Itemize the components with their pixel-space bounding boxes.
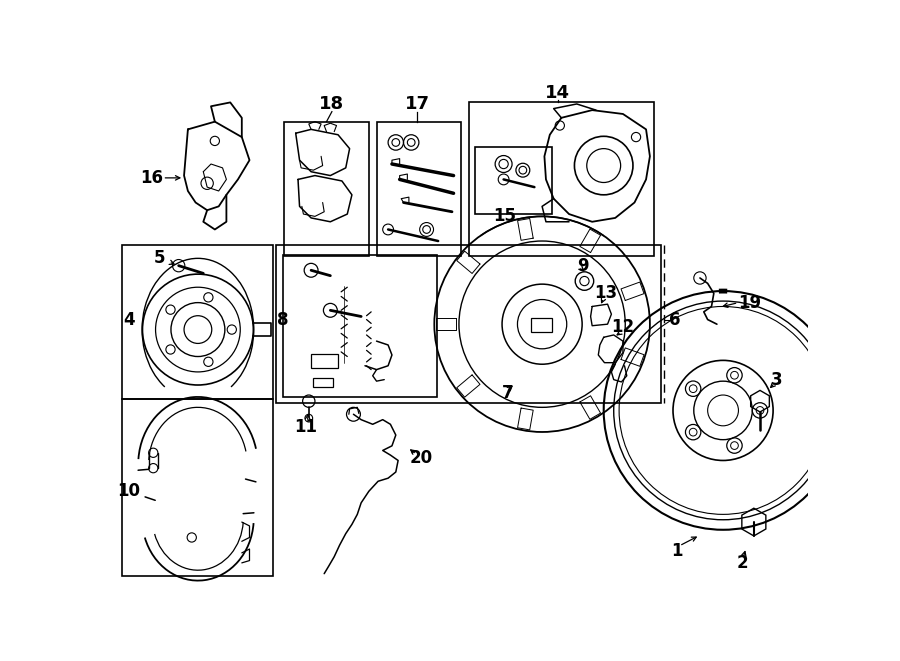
Bar: [530, 318, 552, 332]
Bar: [284, 122, 369, 256]
Text: 7: 7: [501, 385, 513, 403]
Text: 12: 12: [611, 318, 634, 336]
Text: 15: 15: [493, 208, 517, 225]
Text: 13: 13: [594, 284, 617, 302]
Text: 6: 6: [669, 311, 680, 329]
Text: 4: 4: [122, 311, 134, 329]
Bar: [283, 255, 436, 397]
Text: 5: 5: [154, 249, 166, 267]
Text: 19: 19: [738, 293, 761, 311]
Text: 10: 10: [117, 483, 140, 500]
Text: 17: 17: [405, 95, 430, 113]
Bar: [313, 378, 333, 387]
Bar: [122, 399, 273, 576]
Text: 8: 8: [277, 311, 288, 329]
Text: 11: 11: [294, 418, 317, 436]
Text: 3: 3: [771, 371, 783, 389]
Text: 9: 9: [577, 256, 589, 275]
Text: 20: 20: [410, 449, 433, 467]
Text: 18: 18: [320, 95, 345, 113]
Bar: [311, 354, 338, 368]
Text: 1: 1: [671, 541, 682, 560]
Bar: [276, 245, 662, 403]
Bar: [469, 102, 653, 256]
Text: 16: 16: [140, 169, 163, 187]
Bar: [475, 147, 552, 214]
Bar: [376, 122, 461, 256]
Bar: [122, 245, 273, 399]
Text: 14: 14: [545, 84, 570, 102]
Text: 2: 2: [736, 554, 748, 572]
